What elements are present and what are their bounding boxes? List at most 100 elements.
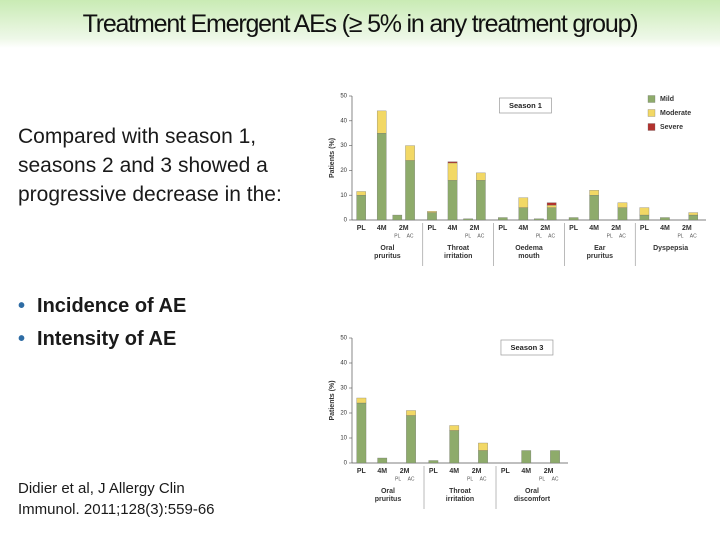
y-tick-label: 0 (344, 461, 348, 467)
legend-label: Severe (660, 124, 683, 131)
intro-text: Compared with season 1, seasons 2 and 3 … (18, 125, 282, 206)
sub-label: PL (536, 233, 542, 239)
title-box (500, 339, 554, 356)
y-tick-label: 20 (340, 168, 347, 174)
bar-segment (449, 425, 460, 431)
sub-label: AC (477, 233, 484, 239)
bullet-list: Incidence of AE Intensity of AE (18, 290, 186, 356)
bar-label: 2M (399, 225, 409, 232)
bar-label: PL (640, 225, 650, 232)
group-label: Throat (449, 488, 471, 495)
bar-label: 4M (377, 225, 387, 232)
bar-segment (405, 145, 415, 161)
group-label: Oral (381, 488, 395, 495)
group-label: Oedema (515, 245, 543, 252)
bar-segment (518, 197, 529, 208)
bar-segment (534, 218, 544, 221)
bar-segment (392, 214, 403, 221)
bar-segment (356, 397, 367, 404)
bar-segment (405, 160, 415, 221)
bar-segment (476, 180, 486, 221)
sub-label: AC (408, 476, 415, 482)
y-tick-label: 10 (340, 193, 347, 199)
bar-segment (356, 191, 366, 196)
group-label: Throat (447, 245, 469, 252)
bar-segment (639, 214, 650, 221)
group-label: Dyspepsia (653, 245, 688, 252)
bar-label: 4M (660, 225, 670, 232)
chart-title: Season 3 (510, 343, 543, 352)
bar-label: PL (428, 225, 438, 232)
bar-label: 2M (544, 468, 554, 475)
bar-segment (447, 162, 458, 181)
bar-label: 4M (589, 225, 599, 232)
sub-label: AC (690, 233, 697, 239)
bar-segment (617, 207, 628, 221)
bar-segment (478, 442, 488, 451)
y-tick-label: 40 (340, 361, 347, 367)
group-label: pruritus (374, 253, 401, 260)
y-tick-label: 20 (340, 411, 347, 417)
bar-label: PL (498, 225, 508, 232)
bullet: Intensity of AE (18, 323, 186, 356)
sub-label: PL (465, 233, 471, 239)
bar-segment (617, 202, 628, 208)
sub-label: AC (552, 476, 559, 482)
bar-segment (589, 195, 599, 221)
bar-label: 2M (472, 468, 482, 475)
group-label: Oral (380, 245, 394, 252)
bar-segment (406, 410, 416, 416)
bar-label: 4M (521, 468, 531, 475)
bar-segment (688, 214, 699, 221)
y-tick-label: 30 (340, 143, 347, 149)
bar-segment (447, 180, 458, 221)
sub-label: PL (607, 233, 613, 239)
bar-segment (688, 212, 699, 216)
legend-swatch (647, 109, 656, 117)
group-label: discomfort (514, 496, 551, 503)
group-label: irritation (444, 253, 472, 260)
bar-label: PL (357, 468, 367, 475)
bar-segment (476, 172, 486, 181)
bar-label: PL (569, 225, 579, 232)
sub-label: AC (619, 233, 626, 239)
bar-segment (498, 217, 508, 221)
bar-segment (356, 402, 367, 464)
sub-label: PL (394, 233, 400, 239)
citation: Didier et al, J Allergy Clin Immunol. 20… (18, 480, 215, 518)
y-tick-label: 40 (340, 118, 347, 124)
group-label: pruritus (587, 253, 614, 260)
y-tick-label: 50 (340, 94, 347, 100)
group-label: Ear (594, 245, 606, 252)
bar-segment (546, 207, 557, 221)
sub-label: AC (480, 476, 487, 482)
chart-title: Season 1 (509, 101, 542, 110)
bar-label: 2M (540, 225, 550, 232)
bar-segment (463, 218, 473, 221)
y-tick-label: 30 (340, 386, 347, 392)
chart-panel (305, 322, 695, 512)
bar-segment (521, 450, 532, 464)
bar-segment (518, 207, 529, 221)
bar-label: PL (429, 468, 439, 475)
bar-segment (377, 457, 388, 464)
bar-segment (568, 217, 579, 221)
bar-segment (376, 133, 387, 221)
bar-label: PL (501, 468, 511, 475)
bar-segment (550, 450, 560, 464)
y-tick-label: 50 (340, 336, 347, 342)
bar-segment (546, 204, 557, 208)
bar-segment (427, 212, 437, 221)
sub-label: AC (548, 233, 555, 239)
y-axis-label: Patients (%) (329, 380, 336, 420)
bar-label: 2M (470, 225, 480, 232)
bar-label: 4M (377, 468, 387, 475)
bar-segment (546, 202, 557, 206)
bar-segment (428, 460, 439, 464)
bar-label: 4M (449, 468, 459, 475)
bar-segment (660, 217, 670, 221)
bar-segment (639, 207, 650, 216)
y-tick-label: 0 (344, 218, 348, 224)
sub-label: PL (677, 233, 683, 239)
